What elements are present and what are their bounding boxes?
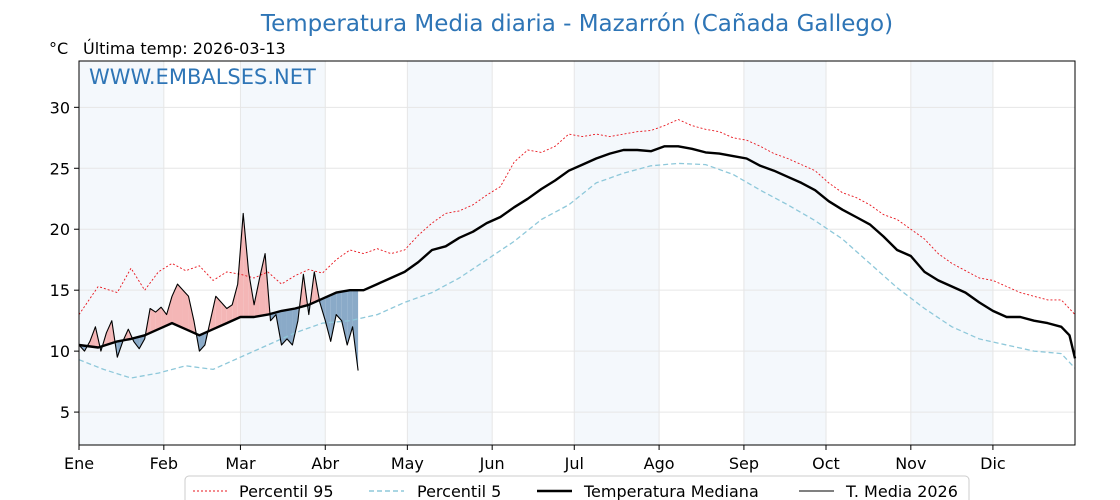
- anomaly-fill-warm: [166, 296, 173, 326]
- anomaly-fill-cold: [352, 290, 359, 371]
- watermark: WWW.EMBALSES.NET: [89, 65, 316, 89]
- last-temp-label: Última temp: 2026-03-13: [83, 39, 286, 58]
- month-band: [910, 61, 993, 445]
- anomaly-fill-cold: [286, 308, 293, 346]
- y-axis: 5 10 15 20 25 30: [50, 98, 79, 422]
- anomaly-fill-cold: [336, 291, 342, 321]
- y-tick-label: 30: [50, 98, 70, 117]
- legend-box: [184, 475, 970, 500]
- x-tick-label-jul: Jul: [564, 454, 584, 473]
- legend-label-percentil-95: Percentil 95: [239, 482, 334, 500]
- month-band: [574, 61, 660, 445]
- x-tick-label-feb: Feb: [150, 454, 178, 473]
- y-tick-label: 15: [50, 281, 70, 300]
- series-lines: [78, 119, 1077, 379]
- month-band: [79, 61, 164, 445]
- anomaly-fill-cold: [330, 292, 337, 342]
- anomaly-fill-warm: [106, 320, 112, 345]
- x-axis: Ene Feb Mar Abr May Jun Jul Ago Sep Oct Nov Dic: [64, 445, 1006, 473]
- y-tick-label: 10: [50, 342, 70, 361]
- legend-label-percentil-5: Percentil 5: [417, 482, 501, 500]
- x-tick-label-jun: Jun: [479, 454, 505, 473]
- anomaly-fill-cold: [341, 290, 348, 346]
- anomaly-fill-cold: [281, 309, 287, 346]
- anomaly-fill-warm: [221, 302, 227, 326]
- x-tick-label-sep: Sep: [729, 454, 759, 473]
- x-tick-label-ago: Ago: [644, 454, 675, 473]
- chart-title: Temperatura Media diaria - Mazarrón (Cañ…: [260, 11, 893, 37]
- x-tick-label-mar: Mar: [225, 454, 256, 473]
- legend-label-media-2026: T. Media 2026: [845, 482, 958, 500]
- anomaly-fill-warm: [150, 308, 156, 333]
- y-tick-label: 25: [50, 159, 70, 178]
- anomaly-fill-warm: [155, 307, 162, 331]
- x-tick-label-abr: Abr: [311, 454, 339, 473]
- anomaly-fills: [79, 213, 359, 371]
- anomaly-fill-warm: [259, 253, 266, 317]
- anomaly-fill-warm: [243, 213, 249, 317]
- series-line-t-media-2026: [78, 212, 359, 371]
- anomaly-fill-warm: [237, 213, 244, 319]
- anomaly-fill-cold: [325, 295, 331, 342]
- month-bands: [79, 61, 993, 445]
- legend-label-mediana: Temperatura Mediana: [583, 482, 759, 500]
- anomaly-fill-warm: [215, 296, 222, 328]
- x-tick-label-ene: Ene: [64, 454, 94, 473]
- anomaly-fill-warm: [182, 290, 189, 331]
- y-tick-label: 5: [60, 403, 70, 422]
- unit-label: °C: [49, 39, 68, 58]
- plot-frame: [78, 60, 1076, 446]
- series-line-temperatura-mediana: [78, 145, 1077, 359]
- anomaly-fill-warm: [161, 307, 167, 328]
- month-band: [743, 61, 826, 445]
- x-tick-label-nov: Nov: [895, 454, 926, 473]
- y-tick-label: 20: [50, 220, 70, 239]
- anomaly-fill-warm: [254, 277, 260, 317]
- anomaly-fill-cold: [292, 307, 298, 346]
- anomaly-fill-cold: [133, 336, 140, 349]
- series-line-percentil-95: [78, 119, 1076, 315]
- x-tick-label-may: May: [391, 454, 424, 473]
- anomaly-fill-warm: [188, 296, 194, 333]
- anomaly-fill-warm: [232, 284, 238, 321]
- anomaly-fill-warm: [177, 284, 183, 328]
- x-tick-label-oct: Oct: [812, 454, 840, 473]
- legend: Percentil 95 Percentil 5 Temperatura Med…: [184, 475, 970, 500]
- x-tick-label-dic: Dic: [980, 454, 1006, 473]
- month-band: [407, 61, 493, 445]
- anomaly-fill-warm: [226, 304, 233, 324]
- series-line-percentil-5: [78, 162, 1076, 379]
- month-band: [240, 61, 326, 445]
